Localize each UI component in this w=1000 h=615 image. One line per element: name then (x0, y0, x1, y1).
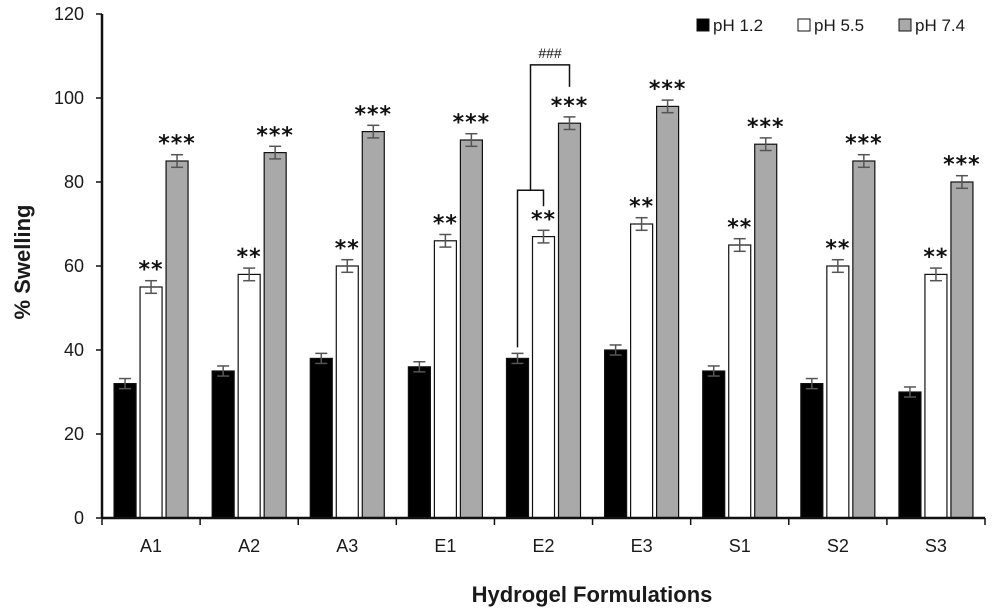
y-tick-label: 40 (64, 340, 84, 360)
bar (531, 236, 556, 519)
bar (656, 105, 680, 519)
bar (852, 160, 876, 519)
significance-label: ** (825, 237, 850, 262)
bar (898, 391, 922, 519)
bar (165, 160, 189, 519)
x-tick-label: A1 (140, 536, 162, 556)
bar (702, 370, 726, 519)
legend-swatch (797, 18, 811, 32)
legend-swatch (898, 18, 912, 32)
significance-label: ** (923, 245, 948, 270)
comparison-bracket (529, 64, 571, 191)
x-tick-label: A2 (238, 536, 260, 556)
bar (361, 131, 385, 519)
bar (800, 383, 824, 519)
significance-label: ** (139, 258, 164, 283)
significance-label: *** (256, 123, 294, 148)
significance-label: *** (943, 153, 981, 178)
bar (604, 349, 628, 519)
legend-label: pH 1.2 (713, 16, 763, 35)
bar (433, 240, 457, 519)
significance-label: ** (727, 216, 752, 241)
x-tick-label: A3 (336, 536, 358, 556)
y-axis-title: % Swelling (10, 205, 35, 320)
y-tick-label: 20 (64, 424, 84, 444)
bar (211, 370, 235, 519)
bar (826, 265, 850, 519)
y-tick-label: 100 (54, 88, 84, 108)
significance-label: ** (531, 207, 556, 232)
x-tick-label: E1 (434, 536, 456, 556)
x-tick-label: S2 (827, 536, 849, 556)
significance-label: ** (237, 245, 262, 270)
legend-label: pH 7.4 (915, 16, 965, 35)
significance-label: ** (433, 212, 458, 237)
significance-label: *** (747, 115, 785, 140)
y-tick-label: 120 (54, 4, 84, 24)
x-axis-title: Hydrogel Formulations (472, 582, 713, 607)
x-tick-label: S1 (729, 536, 751, 556)
significance-label: *** (158, 132, 196, 157)
significance-label: ** (335, 237, 360, 262)
y-tick-label: 80 (64, 172, 84, 192)
x-tick-label: E2 (532, 536, 554, 556)
significance-label: ** (629, 195, 654, 220)
bar (407, 366, 431, 519)
bar (557, 122, 582, 519)
y-tick-label: 0 (74, 508, 84, 528)
bar (237, 273, 261, 519)
bar (335, 265, 359, 519)
bar (728, 244, 752, 519)
legend-swatch (696, 18, 710, 32)
bar (924, 273, 948, 519)
bar (113, 383, 137, 519)
bar (309, 357, 333, 519)
bar (630, 223, 654, 519)
significance-label: *** (453, 111, 491, 136)
y-tick-label: 60 (64, 256, 84, 276)
x-tick-label: E3 (631, 536, 653, 556)
comparison-label: ### (538, 45, 562, 61)
bar (505, 357, 530, 519)
x-tick-label: S3 (925, 536, 947, 556)
significance-label: *** (551, 94, 589, 119)
bar (139, 286, 163, 519)
significance-label: *** (649, 77, 687, 102)
bar (263, 152, 287, 519)
significance-label: *** (845, 132, 883, 157)
bar (459, 139, 483, 519)
legend-label: pH 5.5 (814, 16, 864, 35)
significance-label: *** (355, 102, 393, 127)
bar (754, 143, 778, 519)
bar (950, 181, 974, 519)
